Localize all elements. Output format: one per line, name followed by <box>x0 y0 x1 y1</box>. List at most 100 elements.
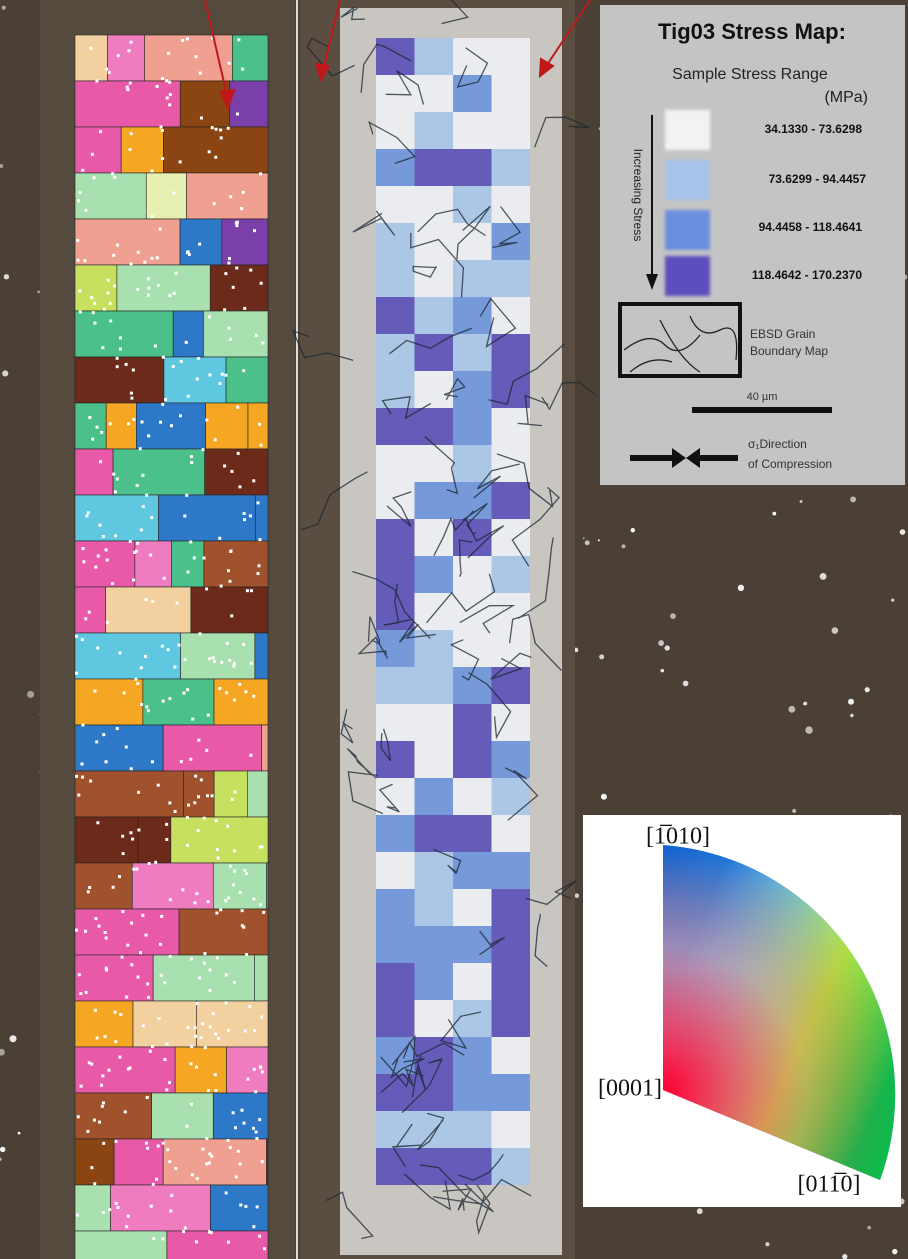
boundary <box>533 116 590 148</box>
grain <box>74 908 180 956</box>
grain-noise <box>186 394 190 398</box>
boundary <box>383 583 411 626</box>
grain-noise <box>183 658 187 662</box>
grain <box>74 402 107 450</box>
grain-noise <box>210 794 214 798</box>
grain-noise <box>242 512 246 516</box>
grain-noise <box>140 420 144 424</box>
grain-noise <box>168 80 172 84</box>
legend-swatch <box>665 256 710 296</box>
grain-noise <box>136 682 140 686</box>
grain-noise <box>184 340 188 344</box>
stress-cell <box>376 260 415 297</box>
grain-noise <box>249 753 253 757</box>
speckle <box>0 1048 5 1056</box>
grain-noise <box>236 1149 240 1153</box>
grain <box>74 724 164 772</box>
ipf-label: [0001] <box>598 1076 662 1102</box>
grain-noise <box>186 688 190 692</box>
grain-noise <box>190 1173 194 1177</box>
grain-noise <box>233 790 237 794</box>
grain-noise <box>174 1167 178 1171</box>
grain <box>186 172 269 220</box>
grain-noise <box>207 315 211 319</box>
grain-noise <box>208 1025 212 1029</box>
grain-noise <box>101 1101 105 1105</box>
boundary <box>525 880 577 906</box>
grain-noise <box>241 190 245 194</box>
grain <box>210 1184 269 1232</box>
grain-noise <box>220 372 224 376</box>
grain-noise <box>113 175 117 179</box>
grain-noise <box>88 886 92 890</box>
grain-noise <box>215 911 219 915</box>
speckle <box>574 893 580 899</box>
grain-noise <box>136 287 140 291</box>
boundary <box>411 1055 427 1098</box>
ipf-shade <box>663 845 896 1180</box>
grain-noise <box>228 658 232 662</box>
grain-noise <box>218 686 222 690</box>
grain-noise <box>103 931 107 935</box>
boundary <box>475 1184 491 1235</box>
speckle <box>0 163 4 168</box>
grain-noise <box>206 1089 210 1093</box>
grain-noise <box>207 1230 211 1234</box>
grain <box>266 1138 269 1186</box>
grain-noise <box>215 848 219 852</box>
grain-noise <box>82 560 86 564</box>
grain-noise <box>131 578 135 582</box>
grain-noise <box>256 501 260 505</box>
boundary <box>386 491 412 527</box>
grain-noise <box>170 1193 174 1197</box>
grain-noise <box>139 666 143 670</box>
grain-noise <box>119 336 123 340</box>
grain-noise <box>236 451 240 455</box>
speckle <box>599 654 605 660</box>
stress-cell <box>376 704 415 741</box>
grain-noise <box>126 1067 130 1071</box>
grain <box>226 1046 269 1094</box>
grain-noise <box>243 306 247 310</box>
stress-cell <box>414 149 453 186</box>
grain-noise <box>230 614 234 618</box>
arrow <box>322 0 341 71</box>
grain-noise <box>93 689 97 693</box>
grain-noise <box>129 831 133 835</box>
grain-noise <box>81 723 85 727</box>
grain-noise <box>92 176 96 180</box>
grain-noise <box>189 957 193 961</box>
arrow-head <box>314 62 331 83</box>
grain-noise <box>112 253 116 257</box>
grain-noise <box>258 538 262 542</box>
arrow <box>204 0 229 101</box>
grain-noise <box>232 664 236 668</box>
grain-noise <box>127 49 131 53</box>
grain-noise <box>195 1001 199 1005</box>
grain-noise <box>129 132 133 136</box>
axis-label: Increasing Stress <box>631 149 645 242</box>
scale-bar-label: 40 µm <box>747 391 778 403</box>
grain-noise <box>189 1062 193 1066</box>
boundary <box>541 381 597 411</box>
grain <box>131 862 214 910</box>
grain-noise <box>259 903 263 907</box>
grain-noise <box>121 910 125 914</box>
stress-cell <box>376 149 415 186</box>
stress-cell <box>376 778 415 815</box>
grain-noise <box>190 1045 194 1049</box>
grain-noise <box>225 691 229 695</box>
grain-noise <box>148 1049 152 1053</box>
grain-noise <box>192 556 196 560</box>
grain-noise <box>238 890 242 894</box>
grain-noise <box>258 1118 262 1122</box>
stress-cell <box>453 260 492 297</box>
grain-noise <box>199 116 203 120</box>
grain-noise <box>128 540 132 544</box>
grain-noise <box>84 990 88 994</box>
grain-noise <box>235 224 239 228</box>
grain-noise <box>125 1225 129 1229</box>
boundary <box>340 5 366 21</box>
boundary <box>378 783 400 813</box>
grain-noise <box>186 843 190 847</box>
